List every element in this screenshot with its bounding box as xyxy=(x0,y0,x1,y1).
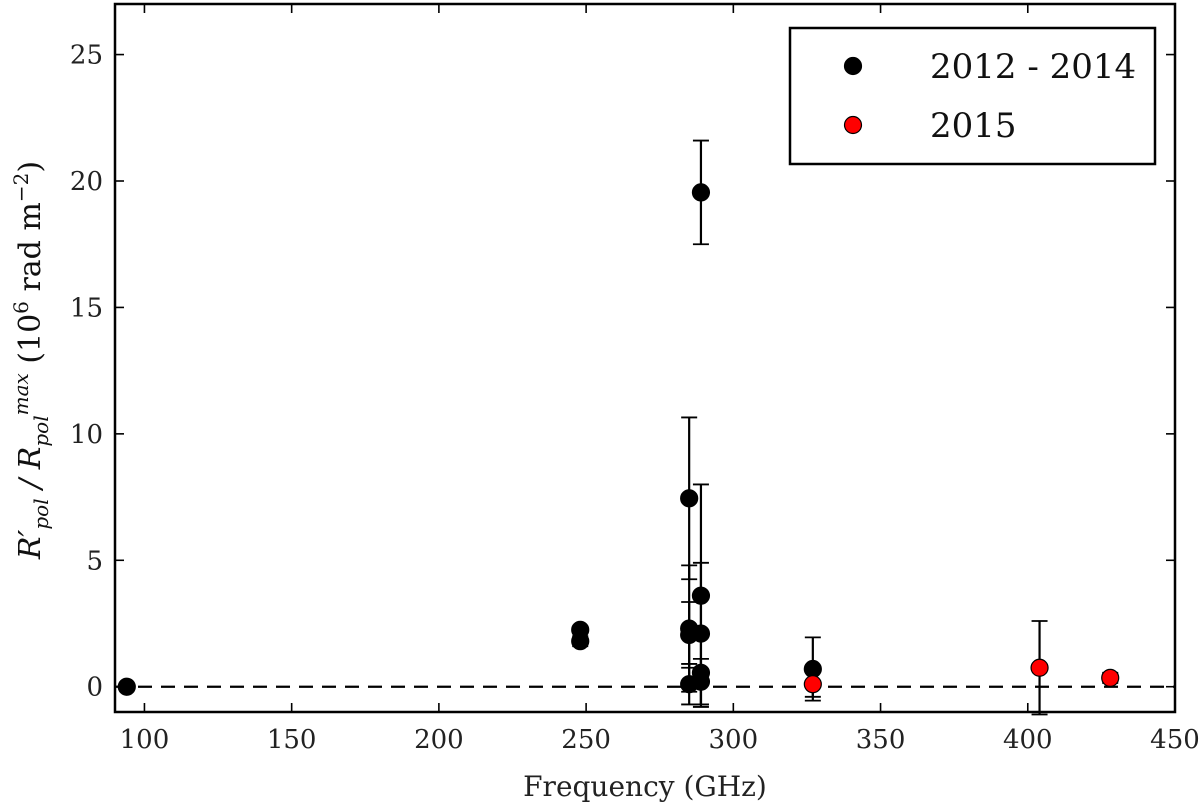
legend-marker xyxy=(843,115,863,135)
y-axis-title: R′pol / Rpolmax (106 rad m−2) xyxy=(9,161,53,560)
y-tick-label: 5 xyxy=(86,546,103,576)
data-point-black xyxy=(680,489,699,508)
y-tick-label: 10 xyxy=(70,420,103,450)
data-point-black xyxy=(691,586,711,605)
x-tick-label: 200 xyxy=(414,725,464,755)
data-point-black xyxy=(691,624,711,643)
data-point-black xyxy=(803,659,822,679)
data-point-red xyxy=(1101,668,1120,687)
y-tick-label: 0 xyxy=(86,673,103,703)
data-point-red xyxy=(1030,658,1049,677)
x-tick-label: 400 xyxy=(1003,725,1053,755)
x-tick-label: 100 xyxy=(120,725,170,755)
y-tick-label: 20 xyxy=(70,167,103,197)
plot-frame xyxy=(113,2,1177,714)
x-tick-label: 450 xyxy=(1150,725,1200,755)
y-tick-label: 25 xyxy=(70,41,103,71)
plot-area xyxy=(115,139,1175,716)
legend-label: 2015 xyxy=(930,106,1017,146)
legend-label: 2012 - 2014 xyxy=(930,47,1136,87)
x-axis-title: Frequency (GHz) xyxy=(523,770,767,803)
x-tick-label: 350 xyxy=(856,725,906,755)
y-tick-label: 15 xyxy=(70,293,103,323)
data-point-black xyxy=(691,183,711,202)
x-tick-label: 300 xyxy=(709,725,759,755)
data-point-black xyxy=(571,632,590,651)
legend: 2012 - 2014 2015 xyxy=(788,26,1157,166)
y-axis-title-text: R′pol / Rpolmax (106 rad m−2) xyxy=(9,161,53,560)
legend-marker xyxy=(843,56,863,76)
data-point-red xyxy=(803,675,822,694)
legend-box xyxy=(788,26,1157,166)
x-tick-label: 150 xyxy=(267,725,317,755)
axes: 100 150 200 250 300 350 400 450 0 5 10 15 20 25 xyxy=(70,2,1200,755)
x-tick-label: 250 xyxy=(561,725,611,755)
data-point-black xyxy=(691,672,711,691)
